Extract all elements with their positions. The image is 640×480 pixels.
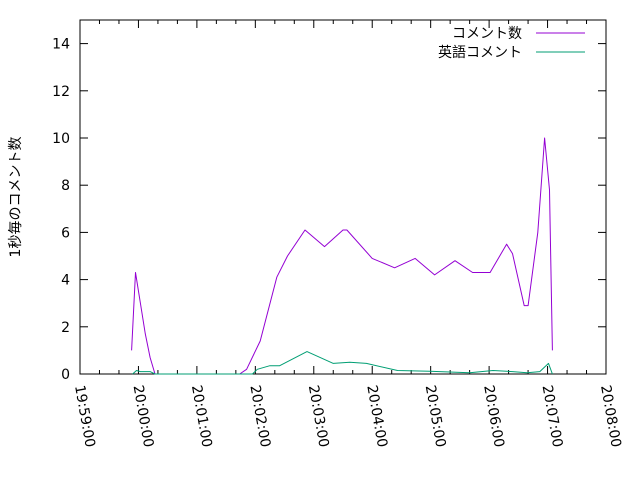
x-tick-label: 19:59:00 [71,384,98,449]
y-tick-label: 14 [52,37,70,53]
y-tick-label: 2 [61,320,70,336]
series-group [131,137,553,375]
series-line-2 [132,351,553,375]
x-tick-label: 20:05:00 [422,384,449,449]
x-tick-label: 20:03:00 [305,384,332,449]
x-tick-label: 20:01:00 [188,384,215,449]
y-tick-label: 6 [61,225,70,241]
y-tick-label: 4 [61,273,70,289]
x-tick-label: 20:07:00 [539,384,566,449]
legend-label-1: コメント数 [452,26,522,42]
legend-label-2: 英語コメント [438,44,522,61]
y-axis-label: 1秒毎のコメント数 [8,137,24,258]
series-line-1 [131,137,553,375]
y-tick-label: 10 [52,131,70,147]
x-tick-label: 20:04:00 [363,384,390,449]
y-tick-label: 0 [61,367,70,383]
plot-border [79,19,607,375]
x-tick-label: 20:06:00 [480,384,507,449]
x-tick-label: 20:08:00 [597,384,624,449]
y-tick-label: 12 [52,84,70,100]
x-tick-label: 20:02:00 [246,384,273,449]
x-tick-label: 20:00:00 [130,384,157,449]
y-tick-label: 8 [61,178,70,194]
